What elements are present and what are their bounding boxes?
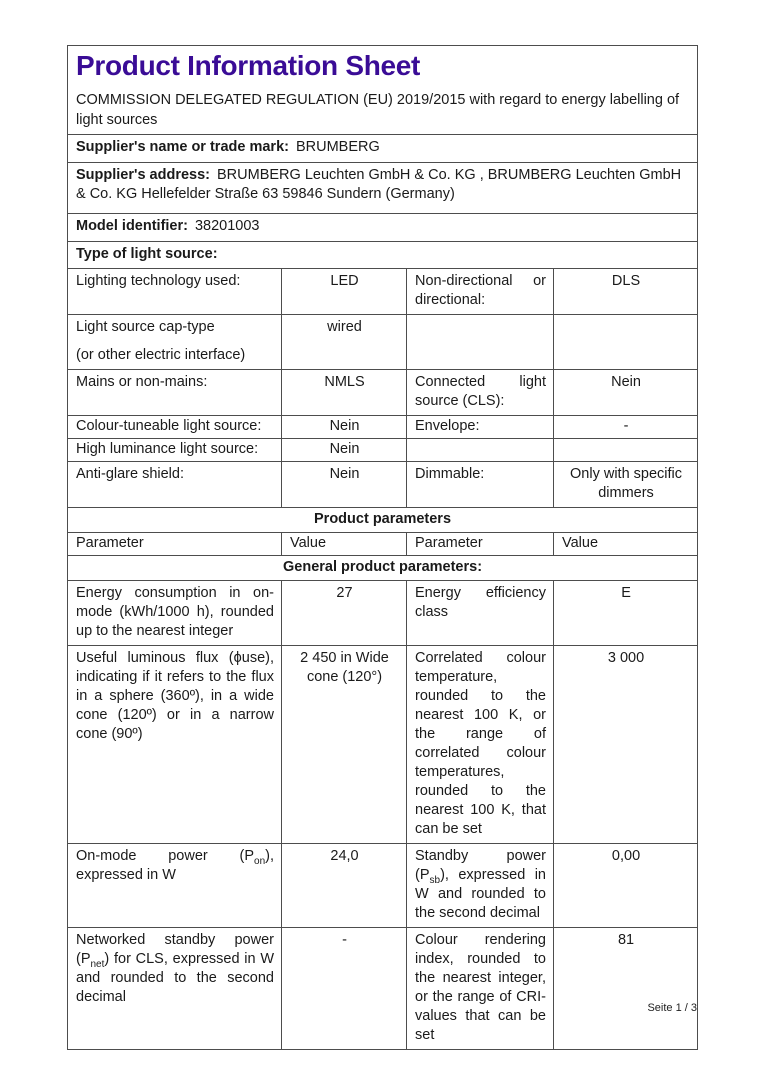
param-cell: Anti-glare shield:	[67, 461, 282, 508]
model-identifier-value: 38201003	[194, 218, 260, 234]
param-cell: Standby power (Psb), expressed in W and …	[406, 843, 554, 928]
table-row-cap-type: Light source cap-type (or other electric…	[67, 314, 699, 370]
supplier-name-value: BRUMBERG	[295, 139, 380, 155]
value-cell: -	[281, 927, 407, 1050]
column-headers-row: Parameter Value Parameter Value	[67, 532, 699, 556]
column-header: Value	[281, 532, 407, 556]
param-cell: Energy consumption in on-mode (kWh/1000 …	[67, 580, 282, 646]
table-row-luminous-flux: Useful luminous flux (ϕuse), indicating …	[67, 645, 699, 844]
param-cell: Non-directional or directional:	[406, 268, 554, 315]
value-cell: Only with specific dimmers	[552, 461, 699, 508]
param-cell: Envelope:	[406, 415, 554, 439]
supplier-address-row: Supplier's address: BRUMBERG Leuchten Gmb…	[66, 162, 699, 214]
value-cell: -	[552, 415, 699, 439]
model-identifier-row: Model identifier: 38201003	[66, 213, 699, 242]
model-identifier-label: Model identifier:	[76, 218, 188, 234]
value-cell: LED	[281, 268, 407, 315]
param-cell: Lighting technology used:	[67, 268, 282, 315]
param-cell: Networked standby power (Pnet) for CLS, …	[67, 927, 282, 1050]
value-cell: 3 000	[552, 645, 699, 844]
param-cell: Connected light source (CLS):	[406, 369, 554, 416]
value-cell: 81	[552, 927, 699, 1050]
table-row-lighting-technology: Lighting technology used: LED Non-direct…	[67, 268, 699, 315]
table-row-anti-glare: Anti-glare shield: Nein Dimmable: Only w…	[67, 461, 699, 508]
param-cell: Light source cap-type (or other electric…	[67, 314, 282, 370]
value-cell: Nein	[552, 369, 699, 416]
param-cell: Dimmable:	[406, 461, 554, 508]
supplier-name-row: Supplier's name or trade mark: BRUMBERG	[66, 134, 699, 163]
table-row-on-mode-power: On-mode power (Pon), expressed in W 24,0…	[67, 843, 699, 928]
column-header: Value	[552, 532, 699, 556]
page-title: Product Information Sheet	[76, 50, 421, 81]
product-info-table: Product Information Sheet COMMISSION DEL…	[66, 45, 699, 1050]
column-header: Parameter	[67, 532, 282, 556]
value-cell: Nein	[281, 415, 407, 439]
title-row: Product Information Sheet COMMISSION DEL…	[66, 45, 699, 135]
param-cell: Energy efficiency class	[406, 580, 554, 646]
value-cell: E	[552, 580, 699, 646]
value-cell: Nein	[281, 438, 407, 462]
param-cell: On-mode power (Pon), expressed in W	[67, 843, 282, 928]
value-cell: 2 450 in Wide cone (120°)	[281, 645, 407, 844]
param-cell: Colour rendering index, rounded to the n…	[406, 927, 554, 1050]
value-cell: wired	[281, 314, 407, 370]
product-parameters-title: Product parameters	[66, 507, 699, 533]
value-cell: 0,00	[552, 843, 699, 928]
value-cell-empty	[552, 438, 699, 462]
general-parameters-header-row: General product parameters:	[66, 555, 699, 581]
type-of-light-source-row: Type of light source:	[66, 241, 699, 269]
param-cell: Useful luminous flux (ϕuse), indicating …	[67, 645, 282, 844]
supplier-address-label: Supplier's address:	[76, 167, 210, 183]
table-row-colour-tuneable: Colour-tuneable light source: Nein Envel…	[67, 415, 699, 439]
column-header: Parameter	[406, 532, 554, 556]
product-parameters-header-row: Product parameters	[66, 507, 699, 533]
param-cell: Correlated colour temperature, rounded t…	[406, 645, 554, 844]
param-cell-empty	[406, 314, 554, 370]
value-cell: 24,0	[281, 843, 407, 928]
page-number: Seite 1 / 3	[647, 1002, 697, 1014]
param-cell: Mains or non-mains:	[67, 369, 282, 416]
value-cell: NMLS	[281, 369, 407, 416]
cap-type-line1: Light source cap-type	[76, 319, 215, 335]
cap-type-line2: (or other electric interface)	[76, 347, 246, 363]
general-parameters-title: General product parameters:	[66, 555, 699, 581]
table-row-high-luminance: High luminance light source: Nein	[67, 438, 699, 462]
table-row-energy-consumption: Energy consumption in on-mode (kWh/1000 …	[67, 580, 699, 646]
param-cell: Colour-tuneable light source:	[67, 415, 282, 439]
value-cell-empty	[552, 314, 699, 370]
table-row-mains: Mains or non-mains: NMLS Connected light…	[67, 369, 699, 416]
param-cell: High luminance light source:	[67, 438, 282, 462]
supplier-address-value: BRUMBERG Leuchten GmbH & Co. KG , BRUMBE…	[76, 167, 682, 202]
param-cell-empty	[406, 438, 554, 462]
value-cell: DLS	[552, 268, 699, 315]
type-of-light-source-label: Type of light source:	[76, 246, 218, 262]
supplier-name-label: Supplier's name or trade mark:	[76, 139, 289, 155]
value-cell: Nein	[281, 461, 407, 508]
value-cell: 27	[281, 580, 407, 646]
table-row-networked-standby: Networked standby power (Pnet) for CLS, …	[67, 927, 699, 1050]
page-subtitle: COMMISSION DELEGATED REGULATION (EU) 201…	[76, 92, 680, 128]
